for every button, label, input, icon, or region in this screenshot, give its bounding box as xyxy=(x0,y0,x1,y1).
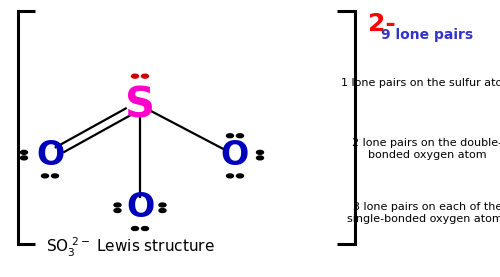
Text: $\mathsf{SO_3^{\ 2-}}$ Lewis structure: $\mathsf{SO_3^{\ 2-}}$ Lewis structure xyxy=(46,236,214,259)
Circle shape xyxy=(52,174,59,178)
Text: 9 lone pairs: 9 lone pairs xyxy=(382,28,474,42)
Text: S: S xyxy=(125,84,155,126)
Text: 1 lone pairs on the sulfur atom: 1 lone pairs on the sulfur atom xyxy=(342,78,500,88)
Text: 3 lone pairs on each of the
single-bonded oxygen atoms: 3 lone pairs on each of the single-bonde… xyxy=(347,202,500,224)
Circle shape xyxy=(236,174,244,178)
Circle shape xyxy=(20,150,28,154)
Circle shape xyxy=(236,134,244,138)
Circle shape xyxy=(159,203,166,207)
Text: O: O xyxy=(36,138,64,172)
Text: O: O xyxy=(221,138,249,172)
Circle shape xyxy=(256,150,264,154)
Circle shape xyxy=(114,203,121,207)
Text: 2-: 2- xyxy=(368,12,395,37)
Circle shape xyxy=(114,209,121,212)
Circle shape xyxy=(142,74,148,78)
Circle shape xyxy=(142,227,148,230)
Circle shape xyxy=(159,209,166,212)
Text: O: O xyxy=(126,191,154,224)
Circle shape xyxy=(132,227,138,230)
Circle shape xyxy=(132,74,138,78)
Circle shape xyxy=(226,174,234,178)
Text: 2 lone pairs on the double-
bonded oxygen atom: 2 lone pairs on the double- bonded oxyge… xyxy=(352,138,500,160)
Circle shape xyxy=(226,134,234,138)
Circle shape xyxy=(20,156,28,160)
Circle shape xyxy=(256,156,264,160)
Circle shape xyxy=(42,174,48,178)
